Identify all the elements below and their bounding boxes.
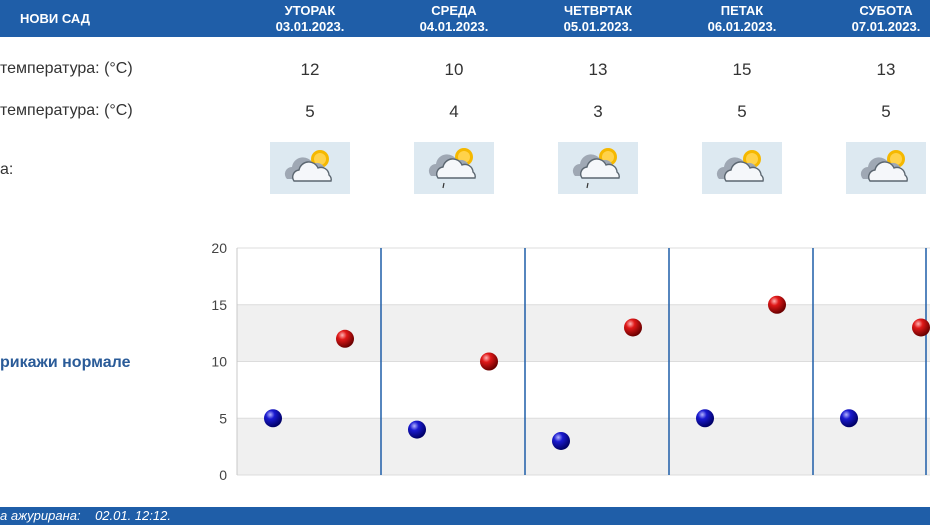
y-tick-label: 15	[211, 297, 227, 313]
city-name: НОВИ САД	[20, 11, 91, 26]
chart-band	[237, 418, 930, 475]
min-temp-value: 5	[737, 102, 747, 121]
day-header-2: СРЕДА 04.01.2023.	[394, 3, 514, 35]
max-temp-point	[480, 352, 498, 371]
max-temp-value: 12	[300, 60, 320, 79]
min-temp-value: 5	[881, 102, 891, 121]
day-date: 04.01.2023.	[419, 19, 489, 34]
min-temp-point	[408, 420, 426, 439]
day-date: 07.01.2023.	[851, 19, 921, 34]
max-temp-point	[768, 295, 786, 314]
min-temp-value: 5	[305, 102, 315, 121]
temperature-chart: 0 5 10 15 20	[211, 240, 930, 483]
updated-label: а ажурирана:	[0, 508, 81, 523]
partly-cloudy-light-rain-icon	[558, 142, 638, 194]
max-temp-point	[912, 318, 930, 337]
day-name: СУБОТА	[859, 3, 913, 18]
day-header-1: УТОРАК 03.01.2023.	[250, 3, 370, 35]
day-header-3: ЧЕТВРТАК 05.01.2023.	[538, 3, 658, 35]
min-temp-value: 3	[593, 102, 603, 121]
updated-time: 02.01. 12:12.	[95, 508, 171, 523]
min-temp-point	[264, 409, 282, 428]
day-header-4: ПЕТАК 06.01.2023.	[682, 3, 802, 35]
min-temp-point	[840, 409, 858, 428]
min-temp-point	[696, 409, 714, 428]
max-temp-value: 13	[588, 60, 608, 79]
day-name: УТОРАК	[284, 3, 336, 18]
day-date: 05.01.2023.	[563, 19, 633, 34]
y-tick-label: 5	[219, 410, 227, 426]
weather-label: а:	[0, 161, 14, 178]
day-date: 03.01.2023.	[275, 19, 345, 34]
max-temp-value: 15	[732, 60, 752, 79]
day-name: ПЕТАК	[720, 3, 764, 18]
update-footer: а ажурирана: 02.01. 12:12.	[0, 507, 930, 525]
chart-band	[237, 248, 930, 305]
partly-cloudy-icon	[846, 142, 926, 194]
partly-cloudy-icon	[270, 142, 350, 194]
forecast-header: НОВИ САД УТОРАК 03.01.2023. СРЕДА 04.01.…	[0, 0, 930, 37]
max-temp-label: температура: (°C)	[0, 60, 133, 77]
min-temp-value: 4	[449, 102, 459, 121]
y-tick-label: 10	[211, 354, 227, 370]
min-temp-point	[552, 431, 570, 450]
day-name: СРЕДА	[431, 3, 477, 18]
max-temp-point	[624, 318, 642, 337]
partly-cloudy-light-rain-icon	[414, 142, 494, 194]
show-normals-link[interactable]: рикажи нормале	[0, 354, 131, 371]
day-header-5: СУБОТА 07.01.2023.	[826, 3, 930, 35]
chart-band	[237, 361, 930, 419]
day-date: 06.01.2023.	[707, 19, 777, 34]
max-temp-value: 10	[444, 60, 464, 79]
y-tick-label: 20	[211, 240, 227, 256]
max-temp-point	[336, 329, 354, 348]
max-temp-value: 13	[876, 60, 896, 79]
partly-cloudy-icon	[702, 142, 782, 194]
min-temp-label: температура: (°C)	[0, 102, 133, 119]
chart-band	[237, 304, 930, 362]
day-name: ЧЕТВРТАК	[563, 3, 633, 18]
y-tick-label: 0	[219, 467, 227, 483]
